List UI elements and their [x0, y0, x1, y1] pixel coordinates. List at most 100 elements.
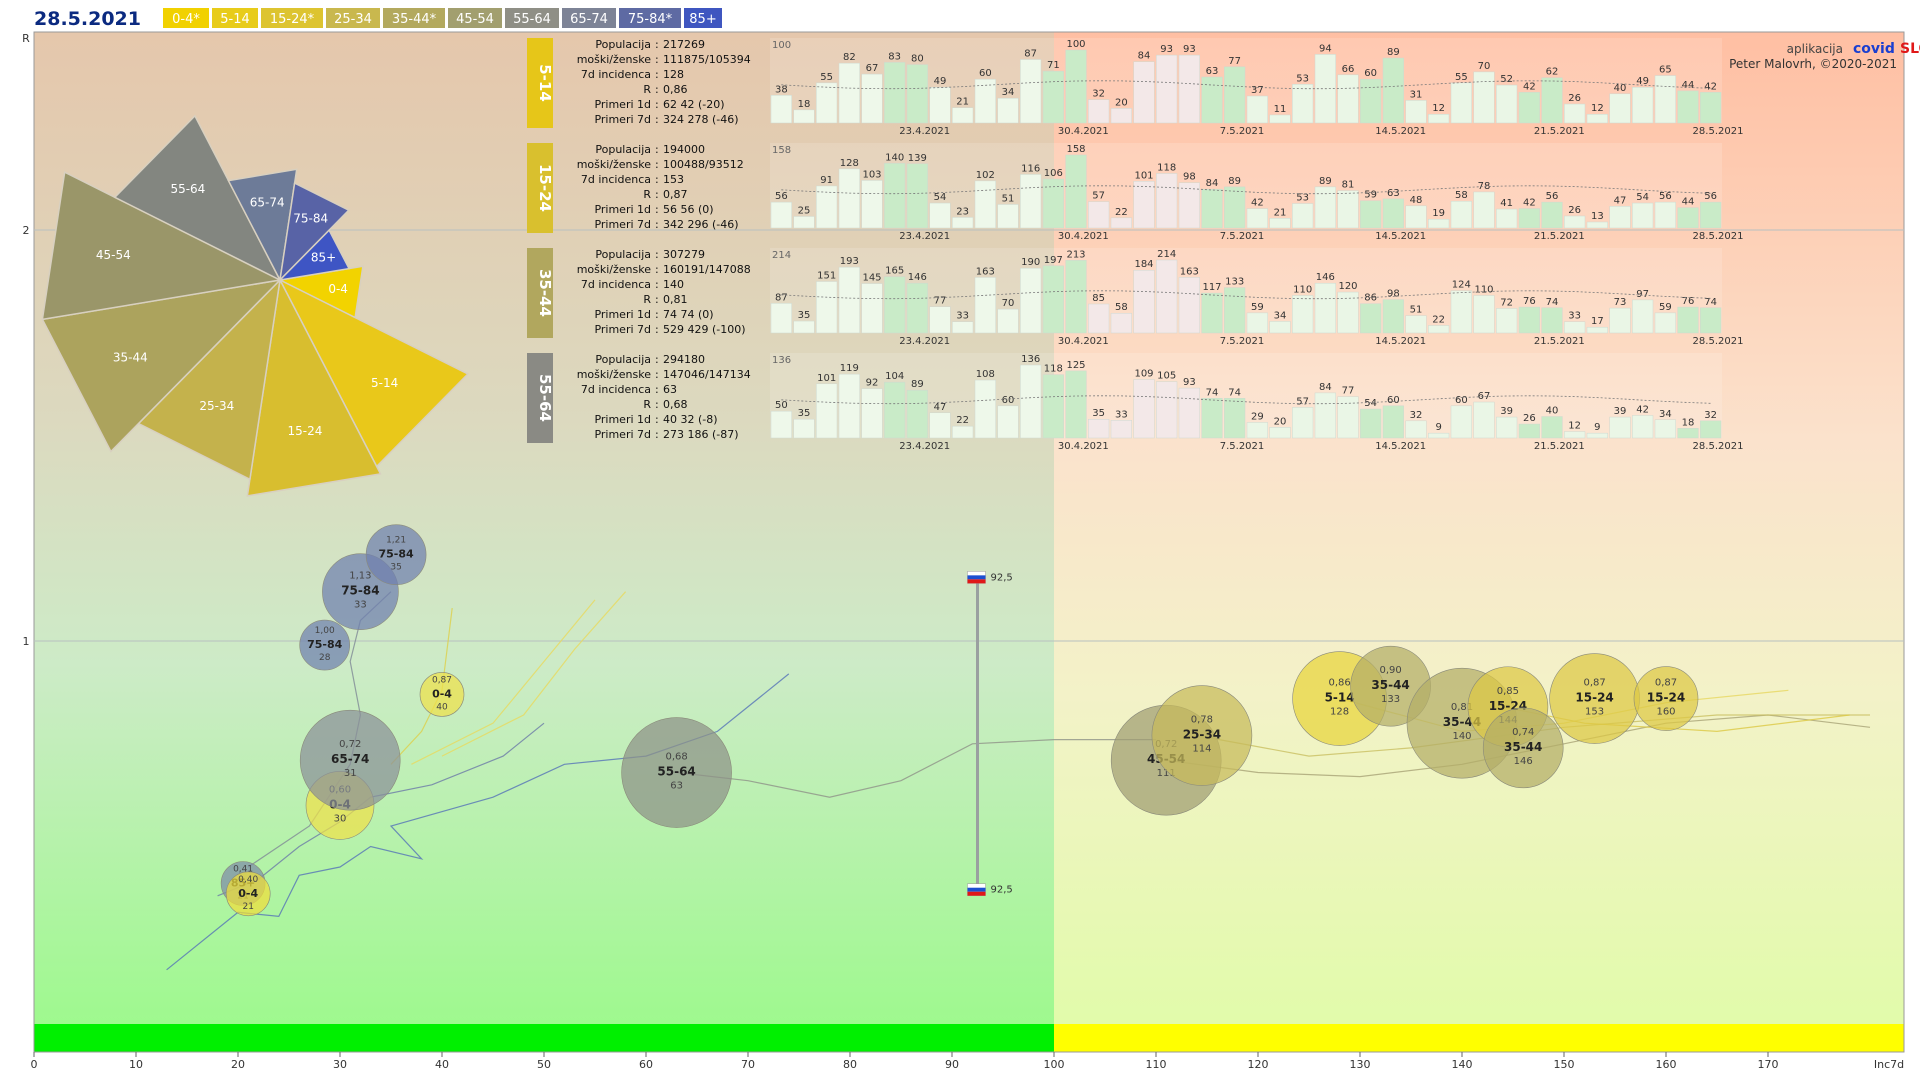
bubble-r-label: 0,87	[432, 675, 452, 685]
bar	[1110, 420, 1132, 439]
panel-row-key: Primeri 1d	[594, 98, 651, 111]
bar-value-label: 54	[934, 192, 947, 203]
panel-row-value: 100488/93512	[663, 158, 744, 171]
bar-value-label: 71	[1047, 60, 1060, 71]
bar	[816, 281, 838, 334]
bar-value-label: 118	[1044, 364, 1063, 375]
bar-value-label: 42	[1636, 404, 1649, 415]
panel-row-sep: :	[655, 428, 659, 441]
bar-top-value: 214	[772, 250, 791, 261]
bubble-55-64: 0,68 55-64 63	[621, 717, 732, 828]
age-pie-chart: 0-4 5-14 15-24 25-34 35-44 45-54 55-64 65-74 75-…	[41, 114, 470, 497]
bar	[884, 62, 906, 124]
bar	[1428, 113, 1450, 124]
bar-value-label: 39	[1500, 406, 1513, 417]
bar	[1133, 269, 1155, 334]
bubble-circle	[1151, 685, 1253, 786]
panel-row-sep: :	[655, 353, 659, 366]
bar	[906, 163, 928, 229]
legend-label: 85+	[689, 12, 716, 27]
bar	[1473, 295, 1495, 334]
bar	[1133, 61, 1155, 124]
bar-date-label: 21.5.2021	[1534, 336, 1585, 347]
panel-row-key: R	[643, 293, 651, 306]
bar-value-label: 38	[775, 84, 788, 95]
bubble-r-label: 0,86	[1328, 678, 1350, 689]
panel-row-value: 140	[663, 278, 684, 291]
bar	[1178, 54, 1200, 124]
bar-date-label: 14.5.2021	[1375, 231, 1426, 242]
bar-value-label: 54	[1636, 192, 1649, 203]
bar	[1360, 303, 1382, 334]
bar-value-label: 93	[1160, 44, 1173, 55]
bar-date-label: 7.5.2021	[1220, 441, 1265, 452]
trail-line	[676, 739, 1156, 798]
bubble-r-label: 0,87	[1655, 678, 1677, 689]
bar-date-label: 28.5.2021	[1693, 336, 1744, 347]
bar	[1382, 198, 1404, 229]
x-tick-label: 160	[1656, 1058, 1677, 1071]
bar-value-label: 35	[798, 408, 811, 419]
bar-value-label: 102	[976, 170, 995, 181]
bar-value-label: 67	[866, 63, 879, 74]
panel-row-value: 294180	[663, 353, 705, 366]
bar-date-label: 14.5.2021	[1375, 336, 1426, 347]
bar	[816, 185, 838, 229]
bar	[1654, 201, 1676, 229]
bar-value-label: 18	[798, 99, 811, 110]
bubbles: 0,4185+210,400-4210,600-4300,7265-74311,…	[220, 524, 1699, 917]
bar	[1156, 259, 1178, 334]
bar	[770, 303, 792, 334]
bubble-35-44: 0,74 35-44 146	[1482, 707, 1564, 789]
bar-value-label: 49	[1636, 76, 1649, 87]
page-title: 28.5.2021	[34, 8, 141, 30]
bubble-inc-label: 160	[1656, 707, 1675, 718]
bar	[1473, 71, 1495, 124]
bar-value-label: 60	[979, 68, 992, 79]
bar-value-label: 81	[1342, 180, 1355, 191]
bar	[1450, 200, 1472, 229]
pie-slice-label: 25-34	[199, 399, 234, 413]
bubble-r-label: 0,81	[1451, 702, 1473, 713]
x-tick-label: 170	[1758, 1058, 1779, 1071]
bar-trend-line	[781, 185, 1711, 195]
bar-value-label: 9	[1594, 422, 1600, 433]
bar	[1541, 201, 1563, 229]
bubble-75-84: 1,21 75-84 35	[365, 524, 427, 585]
bar-value-label: 22	[1432, 314, 1445, 325]
bar-value-label: 33	[1568, 311, 1581, 322]
bar-area	[770, 248, 1722, 333]
bar-value-label: 33	[956, 311, 969, 322]
bubble-circle	[225, 871, 271, 917]
legend-swatch	[684, 8, 722, 28]
bar	[974, 180, 996, 229]
bar	[1065, 49, 1087, 124]
legend-swatch	[619, 8, 681, 28]
bar	[1042, 265, 1064, 334]
panel-row-value: 111875/105394	[663, 53, 751, 66]
bar	[1677, 428, 1699, 439]
bar-value-label: 117	[1202, 282, 1221, 293]
pie-slice-label: 0-4	[328, 282, 348, 296]
bar-value-label: 97	[1636, 289, 1649, 300]
bar-value-label: 59	[1659, 302, 1672, 313]
bar	[1450, 82, 1472, 124]
bar	[1654, 419, 1676, 439]
bubble-circle	[1633, 666, 1699, 731]
bar-date-label: 30.4.2021	[1058, 126, 1109, 137]
bar	[1020, 174, 1042, 229]
bubble-group-label: 25-34	[1183, 728, 1221, 742]
bar-value-label: 51	[1410, 305, 1423, 316]
bar-trend-line	[781, 290, 1711, 300]
bubble-75-84: 1,00 75-84 28	[299, 619, 351, 671]
bar	[1518, 92, 1540, 124]
bar	[1700, 420, 1722, 439]
x-tick-label: 140	[1452, 1058, 1473, 1071]
bar-value-label: 145	[862, 273, 881, 284]
bubble-r-label: 0,85	[1497, 686, 1519, 697]
panel-row-key: R	[643, 188, 651, 201]
bar	[1564, 215, 1586, 229]
bar	[884, 276, 906, 334]
bar-date-label: 23.4.2021	[899, 336, 950, 347]
panel-row-key: 7d incidenca	[581, 383, 651, 396]
